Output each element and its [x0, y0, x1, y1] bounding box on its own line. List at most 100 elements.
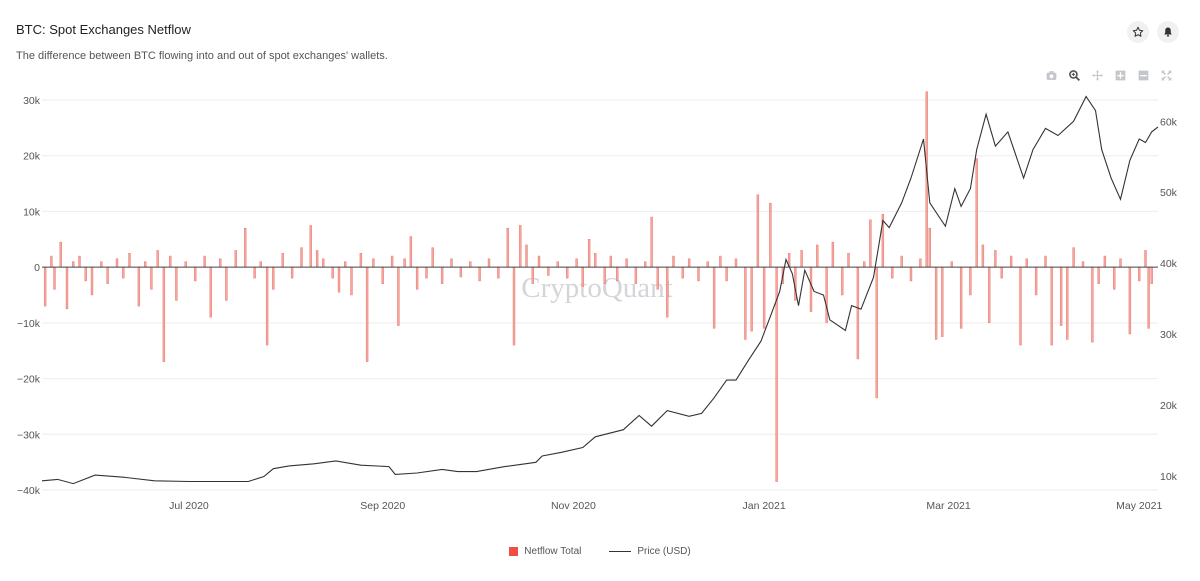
netflow-bar	[1059, 266, 1063, 326]
netflow-bar	[547, 266, 550, 276]
netflow-bar	[831, 241, 835, 268]
camera-icon[interactable]	[1043, 67, 1059, 83]
netflow-bar	[875, 266, 878, 399]
legend-item-netflow[interactable]: Netflow Total	[509, 546, 581, 557]
netflow-bar	[744, 266, 747, 340]
netflow-bar	[1103, 255, 1107, 268]
legend-item-price[interactable]: Price (USD)	[609, 546, 691, 557]
legend: Netflow Total Price (USD)	[0, 546, 1200, 557]
netflow-bar	[272, 266, 275, 290]
netflow-bar	[919, 258, 922, 268]
netflow-bar	[128, 253, 131, 268]
netflow-bar	[209, 266, 212, 318]
netflow-bar	[988, 266, 991, 323]
netflow-bar	[43, 266, 47, 307]
zoom-icon[interactable]	[1066, 67, 1082, 83]
netflow-bar	[440, 266, 444, 284]
netflow-bar	[625, 258, 628, 268]
netflow-bar	[409, 236, 413, 268]
y-right-tick-label: 20k	[1160, 400, 1178, 412]
netflow-bar	[656, 266, 659, 290]
netflow-bar	[809, 266, 813, 312]
netflow-bar	[156, 250, 159, 268]
netflow-bar	[841, 266, 844, 296]
chart-toolbar	[1043, 67, 1174, 83]
netflow-bar	[734, 258, 738, 268]
netflow-bar	[84, 266, 87, 282]
netflow-bar	[1019, 266, 1022, 346]
netflow-bar	[1009, 255, 1013, 268]
netflow-bar	[587, 239, 591, 268]
zoom-out-icon[interactable]	[1135, 67, 1151, 83]
netflow-bar	[575, 258, 578, 268]
netflow-bar	[162, 266, 166, 362]
netflow-bar	[1138, 266, 1141, 282]
netflow-bar	[750, 266, 753, 332]
netflow-bar	[1072, 247, 1075, 268]
netflow-bar	[681, 266, 684, 279]
netflow-bar	[397, 266, 400, 326]
netflow-bar	[53, 266, 56, 290]
netflow-bar	[725, 266, 728, 282]
netflow-bar	[506, 227, 509, 268]
netflow-bar	[1091, 266, 1094, 343]
star-icon	[1132, 26, 1144, 37]
netflow-bar	[425, 266, 428, 279]
netflow-bar	[581, 266, 584, 287]
netflow-bar	[50, 255, 53, 268]
netflow-bar	[331, 266, 334, 279]
netflow-bar	[672, 255, 675, 268]
netflow-bar	[1097, 266, 1100, 284]
netflow-bar	[315, 250, 319, 268]
netflow-bar	[450, 258, 453, 268]
netflow-bar	[219, 258, 222, 268]
netflow-bar	[150, 266, 153, 290]
netflow-bar	[169, 255, 172, 268]
netflow-bar	[337, 266, 341, 293]
netflow-bar	[928, 227, 931, 268]
netflow-bar	[1025, 258, 1028, 268]
netflow-bar	[487, 258, 491, 268]
netflow-bar	[184, 261, 187, 268]
y-right-tick-label: 10k	[1160, 471, 1178, 483]
netflow-bar	[290, 266, 294, 279]
netflow-bar	[687, 258, 691, 268]
x-tick-label: Mar 2021	[926, 500, 971, 512]
reset-axes-icon[interactable]	[1158, 67, 1174, 83]
netflow-bar	[234, 250, 237, 268]
netflow-bar	[100, 261, 103, 268]
netflow-bar	[1081, 261, 1085, 268]
y-left-tick-label: 10k	[23, 206, 41, 218]
netflow-bar	[863, 261, 866, 268]
chart-subtitle: The difference between BTC flowing into …	[16, 50, 388, 62]
y-left-tick-label: −10k	[17, 318, 41, 330]
favorite-button[interactable]	[1127, 21, 1149, 43]
netflow-bar	[144, 261, 147, 268]
netflow-bar	[106, 266, 109, 284]
legend-label-price: Price (USD)	[637, 546, 691, 557]
netflow-bar	[431, 247, 434, 268]
netflow-bar	[1050, 266, 1053, 346]
netflow-bar	[525, 244, 528, 268]
alert-button[interactable]	[1157, 21, 1179, 43]
price-series-line	[41, 95, 1159, 485]
netflow-bar	[137, 266, 141, 307]
netflow-bar	[900, 255, 903, 268]
netflow-bar	[706, 261, 709, 268]
pan-icon[interactable]	[1089, 67, 1105, 83]
netflow-bar	[644, 261, 647, 268]
netflow-bar	[603, 266, 606, 284]
zoom-in-icon[interactable]	[1112, 67, 1128, 83]
netflow-bar	[65, 266, 69, 310]
netflow-bar	[994, 250, 997, 268]
x-tick-label: Sep 2020	[360, 500, 405, 512]
netflow-bar	[1144, 250, 1147, 268]
netflow-bar	[616, 266, 619, 282]
netflow-bar	[259, 261, 262, 268]
netflow-bar	[634, 266, 638, 284]
y-right-tick-label: 40k	[1160, 258, 1178, 270]
netflow-bar	[934, 266, 938, 340]
netflow-bar	[950, 261, 953, 268]
netflow-bar	[300, 247, 303, 268]
